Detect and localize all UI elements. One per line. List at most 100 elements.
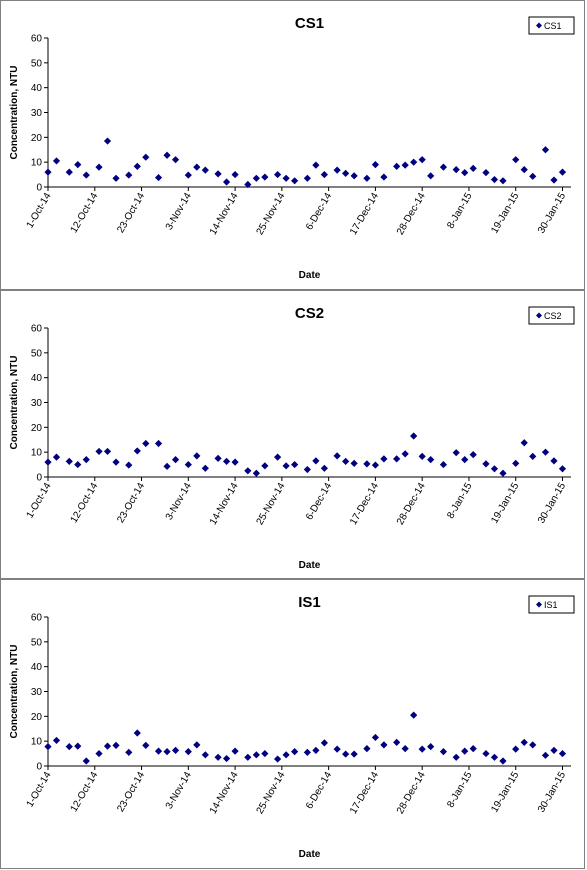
y-tick-label: 40 xyxy=(31,662,43,673)
data-point xyxy=(363,174,371,182)
data-point xyxy=(154,439,163,448)
data-point xyxy=(154,173,163,182)
legend-box xyxy=(528,595,575,614)
y-tick-label: 30 xyxy=(31,398,43,409)
data-point xyxy=(171,456,180,464)
data-point xyxy=(282,462,290,470)
y-tick-label: 30 xyxy=(31,108,43,119)
y-tick-label: 20 xyxy=(31,133,43,144)
data-point xyxy=(291,460,299,469)
data-point xyxy=(482,460,490,468)
y-tick-label: 10 xyxy=(31,448,43,459)
data-point xyxy=(401,745,409,753)
data-point xyxy=(303,174,311,182)
data-point xyxy=(142,741,150,749)
data-point xyxy=(154,747,163,755)
data-point xyxy=(363,460,371,468)
data-point xyxy=(529,741,537,749)
data-point xyxy=(282,751,290,759)
data-point xyxy=(342,457,350,465)
data-point xyxy=(490,465,499,473)
legend-box xyxy=(528,16,575,35)
legend-box xyxy=(528,306,575,325)
data-point xyxy=(558,465,567,473)
y-tick-label: 50 xyxy=(31,637,43,648)
data-point xyxy=(214,170,222,178)
data-point xyxy=(65,457,73,465)
data-point xyxy=(333,745,341,753)
data-point xyxy=(410,158,418,166)
legend-label: CS2 xyxy=(544,311,562,321)
data-point xyxy=(393,738,401,747)
data-point xyxy=(410,432,418,440)
data-point xyxy=(363,745,371,753)
y-tick-label: 60 xyxy=(31,34,43,45)
data-point xyxy=(482,749,490,758)
y-tick-label: 50 xyxy=(31,58,43,69)
data-point xyxy=(133,447,141,455)
data-point xyxy=(461,456,469,464)
x-axis-label: Date xyxy=(299,849,321,860)
data-point xyxy=(333,452,341,460)
data-point xyxy=(380,173,388,181)
data-point xyxy=(520,439,528,447)
x-tick-label: 1-Oct-14 xyxy=(25,481,54,521)
x-tick-label: 3-Nov-14 xyxy=(164,770,194,811)
chart-panel-cs2: CS2 0 10 20 30 40 50 60 1-Oct-14 12-Oct-14 23-Oct-… xyxy=(0,290,585,579)
data-point xyxy=(261,173,269,181)
data-point xyxy=(222,754,231,763)
data-point xyxy=(469,745,477,753)
x-tick-label: 6-Dec-14 xyxy=(304,481,334,522)
x-tick-label: 23-Oct-14 xyxy=(115,191,147,235)
data-point xyxy=(193,741,201,749)
y-tick-label: 60 xyxy=(31,613,43,624)
data-point xyxy=(520,738,528,747)
data-point xyxy=(350,172,358,180)
data-point xyxy=(418,156,426,164)
data-point xyxy=(52,157,61,165)
x-tick-label: 23-Oct-14 xyxy=(115,770,147,814)
x-tick-label: 12-Oct-14 xyxy=(69,770,101,814)
data-point xyxy=(371,461,380,469)
data-point xyxy=(231,747,239,755)
data-point xyxy=(312,746,320,754)
data-point xyxy=(103,137,112,145)
chart-panel-is1: IS1 0 10 20 30 40 50 60 1-Oct-14 12-Oct-14 23-Oct-… xyxy=(0,579,585,869)
data-point xyxy=(342,169,350,177)
data-point xyxy=(74,161,82,169)
chart-legend: CS2 xyxy=(528,306,575,325)
data-point xyxy=(499,177,507,185)
data-point xyxy=(439,747,448,756)
data-point xyxy=(163,151,171,159)
y-tick-label: 0 xyxy=(36,183,42,194)
data-point xyxy=(439,163,448,171)
data-point xyxy=(461,747,469,755)
chart-svg: CS1 0 10 20 30 40 50 60 1-Oct-14 12-Oct-14 23-Oct-… xyxy=(9,15,575,281)
data-point xyxy=(303,465,311,474)
data-point xyxy=(82,456,90,464)
data-point xyxy=(231,170,239,179)
data-point xyxy=(244,753,252,761)
data-point xyxy=(44,168,52,176)
y-tick-label: 10 xyxy=(31,737,43,748)
data-point xyxy=(171,746,180,754)
data-point xyxy=(252,751,260,759)
data-point xyxy=(274,755,282,763)
x-tick-label: 8-Jan-15 xyxy=(445,770,474,810)
data-point xyxy=(52,453,61,461)
data-point xyxy=(125,748,133,756)
x-tick-label: 28-Dec-14 xyxy=(395,481,428,527)
x-axis-label: Date xyxy=(299,270,321,281)
data-point xyxy=(125,171,133,179)
data-point xyxy=(558,168,567,176)
data-point xyxy=(201,166,209,174)
data-point xyxy=(125,461,133,469)
data-point xyxy=(427,456,435,464)
data-point xyxy=(142,153,150,161)
x-tick-label: 17-Dec-14 xyxy=(348,481,381,527)
data-point xyxy=(244,467,252,475)
data-point xyxy=(133,729,141,737)
chart-legend: IS1 xyxy=(528,595,575,614)
x-tick-label: 19-Jan-15 xyxy=(489,481,521,526)
x-tick-label: 14-Nov-14 xyxy=(208,191,241,237)
